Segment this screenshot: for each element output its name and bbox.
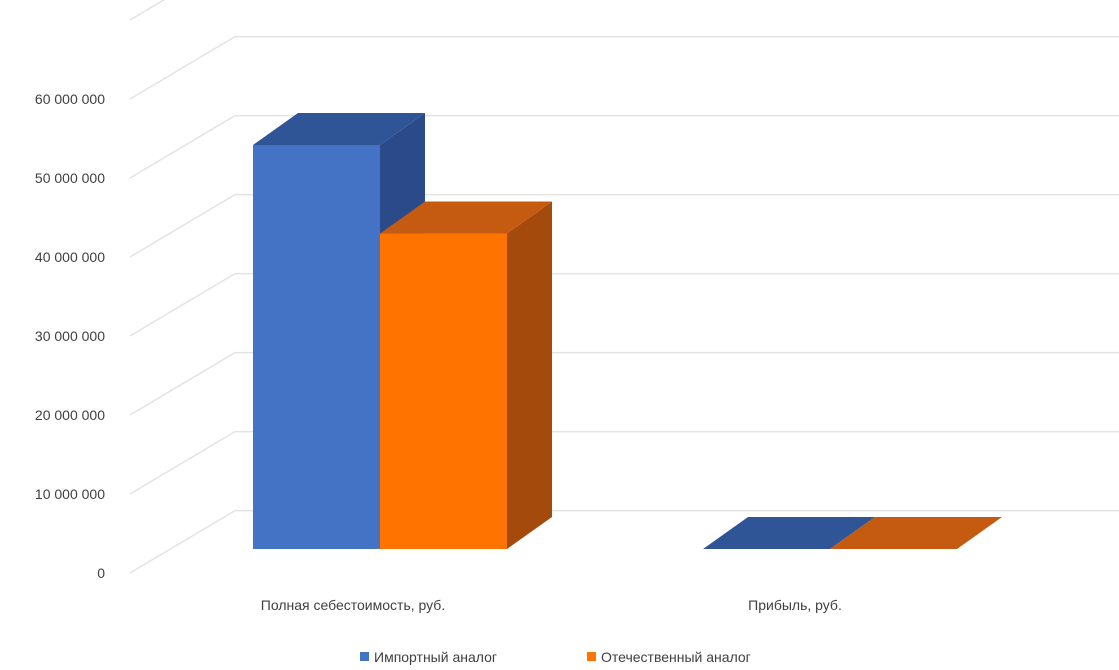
y-tick-label: 0 bbox=[97, 565, 105, 581]
gridline-diagonal bbox=[129, 272, 236, 337]
legend-swatch bbox=[587, 652, 596, 661]
y-axis-tick-labels: 0 10 000 000 20 000 000 30 000 000 40 000 00… bbox=[35, 91, 105, 581]
bar-top-face bbox=[380, 201, 552, 234]
bar-1-1 bbox=[830, 517, 1002, 549]
gridline-diagonal bbox=[129, 114, 236, 179]
bar-side-face bbox=[507, 201, 552, 550]
gridline-diagonal bbox=[129, 35, 236, 100]
gridline-diagonal bbox=[129, 0, 166, 21]
bar-1-0 bbox=[703, 517, 875, 549]
y-tick-label: 10 000 000 bbox=[35, 486, 105, 502]
y-tick-label: 20 000 000 bbox=[35, 407, 105, 423]
legend-label: Отечественный аналог bbox=[601, 649, 751, 665]
bar-top-face bbox=[253, 113, 425, 145]
x-category-label: Прибыль, руб. bbox=[748, 597, 842, 613]
y-tick-label: 40 000 000 bbox=[35, 249, 105, 265]
y-tick-label: 30 000 000 bbox=[35, 328, 105, 344]
gridline-diagonal bbox=[129, 430, 236, 495]
x-axis-category-labels: Полная себестоимость, руб. Прибыль, руб. bbox=[261, 597, 842, 613]
bar-front-face bbox=[380, 233, 507, 550]
y-tick-label: 60 000 000 bbox=[35, 91, 105, 107]
bar-top-face bbox=[703, 517, 875, 549]
bars bbox=[253, 113, 1002, 550]
y-tick-label: 50 000 000 bbox=[35, 170, 105, 186]
legend: Импортный аналог Отечественный аналог bbox=[360, 649, 751, 665]
gridline-diagonal bbox=[129, 351, 236, 416]
bar-top-face bbox=[830, 517, 1002, 549]
bar-0-1 bbox=[380, 201, 552, 550]
x-category-label: Полная себестоимость, руб. bbox=[261, 597, 445, 613]
gridline-diagonal bbox=[129, 509, 236, 574]
legend-label: Импортный аналог bbox=[374, 649, 497, 665]
bar-front-face bbox=[253, 145, 380, 549]
gridline-diagonal bbox=[129, 193, 236, 258]
legend-swatch bbox=[360, 652, 369, 661]
